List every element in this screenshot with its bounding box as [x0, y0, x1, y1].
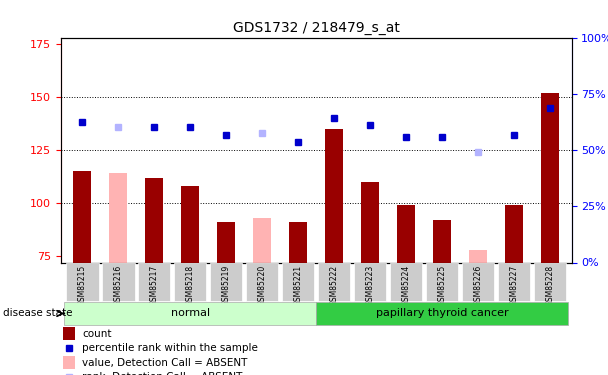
- Text: GSM85219: GSM85219: [222, 264, 231, 306]
- Text: GSM85216: GSM85216: [114, 264, 123, 306]
- FancyBboxPatch shape: [282, 263, 314, 301]
- Bar: [145, 178, 164, 262]
- FancyBboxPatch shape: [462, 263, 494, 301]
- Text: GSM85222: GSM85222: [330, 264, 339, 306]
- Text: normal: normal: [171, 309, 210, 318]
- Text: papillary thyroid cancer: papillary thyroid cancer: [376, 309, 508, 318]
- Text: GSM85224: GSM85224: [401, 264, 410, 306]
- Text: value, Detection Call = ABSENT: value, Detection Call = ABSENT: [82, 358, 247, 368]
- Bar: [63, 357, 75, 369]
- FancyBboxPatch shape: [102, 263, 134, 301]
- FancyBboxPatch shape: [316, 302, 568, 325]
- FancyBboxPatch shape: [498, 263, 530, 301]
- FancyBboxPatch shape: [66, 263, 98, 301]
- Bar: [289, 222, 307, 262]
- Bar: [505, 205, 523, 262]
- FancyBboxPatch shape: [246, 263, 278, 301]
- Bar: [181, 186, 199, 262]
- Bar: [469, 250, 487, 262]
- FancyBboxPatch shape: [210, 263, 243, 301]
- FancyBboxPatch shape: [354, 263, 386, 301]
- FancyBboxPatch shape: [426, 263, 458, 301]
- Bar: [433, 220, 451, 262]
- Bar: [397, 205, 415, 262]
- Text: disease state: disease state: [3, 308, 72, 318]
- Text: GSM85220: GSM85220: [258, 264, 267, 306]
- Text: GSM85227: GSM85227: [510, 264, 519, 306]
- Text: GSM85221: GSM85221: [294, 264, 303, 306]
- Text: GSM85228: GSM85228: [545, 264, 554, 306]
- Bar: [325, 129, 343, 262]
- Bar: [74, 171, 91, 262]
- Text: GSM85218: GSM85218: [186, 264, 195, 306]
- FancyBboxPatch shape: [174, 263, 207, 301]
- Bar: [541, 93, 559, 262]
- FancyBboxPatch shape: [64, 302, 316, 325]
- Bar: [217, 222, 235, 262]
- Text: GSM85226: GSM85226: [474, 264, 483, 306]
- Title: GDS1732 / 218479_s_at: GDS1732 / 218479_s_at: [233, 21, 399, 35]
- FancyBboxPatch shape: [390, 263, 423, 301]
- Text: count: count: [82, 328, 112, 339]
- FancyBboxPatch shape: [318, 263, 350, 301]
- Bar: [109, 173, 127, 262]
- Text: percentile rank within the sample: percentile rank within the sample: [82, 343, 258, 353]
- FancyBboxPatch shape: [138, 263, 170, 301]
- Text: GSM85215: GSM85215: [78, 264, 87, 306]
- Text: GSM85217: GSM85217: [150, 264, 159, 306]
- Text: GSM85225: GSM85225: [438, 264, 446, 306]
- Bar: [253, 218, 271, 262]
- FancyBboxPatch shape: [534, 263, 566, 301]
- Text: rank, Detection Call = ABSENT: rank, Detection Call = ABSENT: [82, 372, 243, 375]
- Text: GSM85223: GSM85223: [365, 264, 375, 306]
- Bar: [361, 182, 379, 262]
- Bar: [63, 327, 75, 340]
